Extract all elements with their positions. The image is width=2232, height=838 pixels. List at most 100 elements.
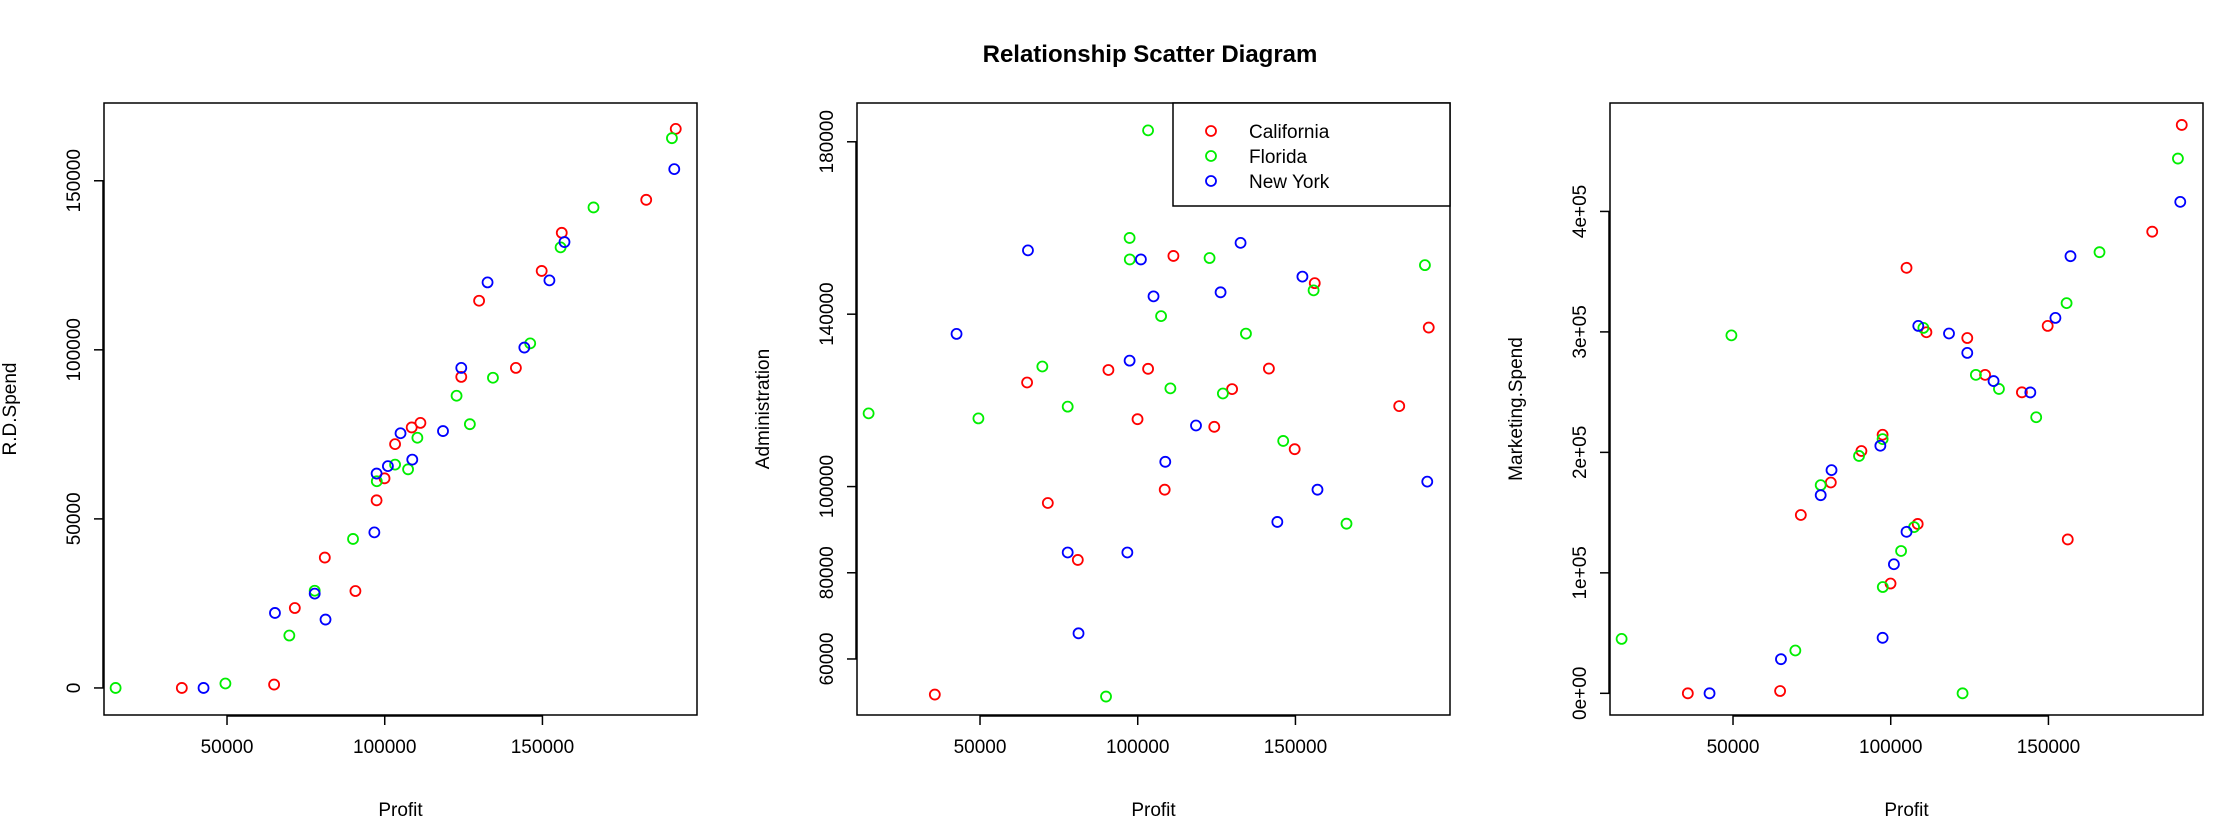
plot-frame (1609, 102, 2204, 716)
data-point (414, 417, 427, 429)
y-tick-label: 100000 (64, 318, 85, 381)
data-point (972, 412, 985, 425)
data-point (2024, 386, 2037, 399)
data-point (219, 677, 232, 690)
data-point (1961, 346, 1974, 359)
data-point (389, 438, 401, 451)
data-point (666, 132, 678, 145)
data-point (437, 425, 449, 437)
panels: 50000 100000 150000 0 50000 100000 150000 Profi… (0, 102, 2204, 821)
data-point (640, 193, 653, 206)
data-point (1263, 362, 1275, 375)
x-axis-label: Profit (378, 800, 423, 821)
data-point (1311, 483, 1324, 496)
data-point (1853, 450, 1865, 462)
x-tick-label: 100000 (1106, 737, 1169, 758)
y-tick-label: 150000 (64, 149, 85, 212)
data-point (1190, 419, 1202, 432)
data-point (109, 682, 122, 694)
data-point (1155, 310, 1167, 323)
y-tick-label: 50000 (64, 492, 85, 545)
legend-label: California (1249, 122, 1330, 143)
data-point (1876, 581, 1889, 593)
data-point (368, 526, 381, 539)
data-point (1703, 687, 1716, 700)
y-axis-label: Marketing.Spend (1506, 337, 1527, 481)
data-point (1775, 653, 1787, 666)
data-point (1134, 253, 1147, 266)
data-point (1917, 321, 1930, 334)
chart-title: Relationship Scatter Diagram (983, 41, 1318, 68)
data-point (2041, 319, 2054, 332)
data-point (1226, 383, 1238, 396)
data-point (1987, 375, 2000, 387)
data-point (1422, 321, 1435, 334)
data-point (2064, 250, 2077, 263)
y-tick-label: 180000 (817, 110, 838, 173)
data-point (1072, 627, 1085, 640)
data-point (1216, 387, 1229, 400)
data-point (1887, 558, 1900, 571)
data-point (543, 274, 556, 287)
data-point (1900, 525, 1913, 538)
data-point (862, 407, 875, 420)
data-point (1240, 327, 1252, 340)
data-point (1895, 545, 1907, 557)
data-point (2175, 119, 2188, 131)
data-point (473, 294, 485, 307)
data-point (1022, 244, 1034, 257)
data-point (2061, 533, 2074, 546)
data-point (1214, 286, 1227, 299)
legend-marker (1205, 175, 1217, 187)
y-tick-label: 80000 (817, 546, 838, 599)
plot-frame (856, 102, 1451, 716)
data-point (1419, 259, 1431, 272)
y-tick-label: 3e+05 (1570, 305, 1591, 358)
y-axis-label: R.D.Spend (0, 363, 21, 456)
legend-marker (1205, 150, 1217, 162)
data-point (406, 453, 419, 466)
x-tick-label: 50000 (1707, 737, 1760, 758)
data-point (1943, 327, 1955, 340)
data-point (1102, 364, 1115, 376)
data-point (1876, 428, 1889, 441)
data-point (1308, 277, 1321, 290)
data-point (1142, 362, 1154, 375)
data-point (1789, 644, 1802, 657)
data-point (1288, 443, 1301, 456)
data-point (1725, 329, 1738, 342)
data-point (370, 494, 383, 507)
data-point (1340, 517, 1353, 530)
data-point (283, 629, 296, 642)
data-point (2174, 195, 2187, 208)
data-point (1142, 124, 1154, 137)
data-point (587, 201, 600, 214)
data-point (450, 389, 463, 402)
data-point (2060, 297, 2073, 310)
data-point (950, 327, 963, 340)
data-point (1993, 383, 2005, 395)
data-point (1123, 354, 1136, 367)
data-point (268, 678, 280, 691)
data-point (1123, 232, 1136, 244)
data-point (1824, 476, 1837, 489)
data-point (1681, 687, 1694, 700)
plot-frame (103, 102, 698, 716)
data-point (318, 551, 331, 564)
data-point (1071, 554, 1084, 566)
data-point (389, 458, 401, 471)
data-point (319, 613, 332, 626)
data-point (269, 607, 281, 619)
data-point (668, 163, 681, 176)
y-tick-label: 60000 (817, 633, 838, 686)
x-tick-label: 150000 (1264, 737, 1327, 758)
data-point (1208, 420, 1221, 433)
data-point (510, 361, 522, 374)
data-point (308, 587, 321, 600)
x-tick-label: 150000 (511, 737, 574, 758)
data-point (1876, 433, 1889, 445)
data-point (1961, 332, 1974, 344)
data-point (455, 371, 468, 383)
data-point (347, 533, 359, 545)
